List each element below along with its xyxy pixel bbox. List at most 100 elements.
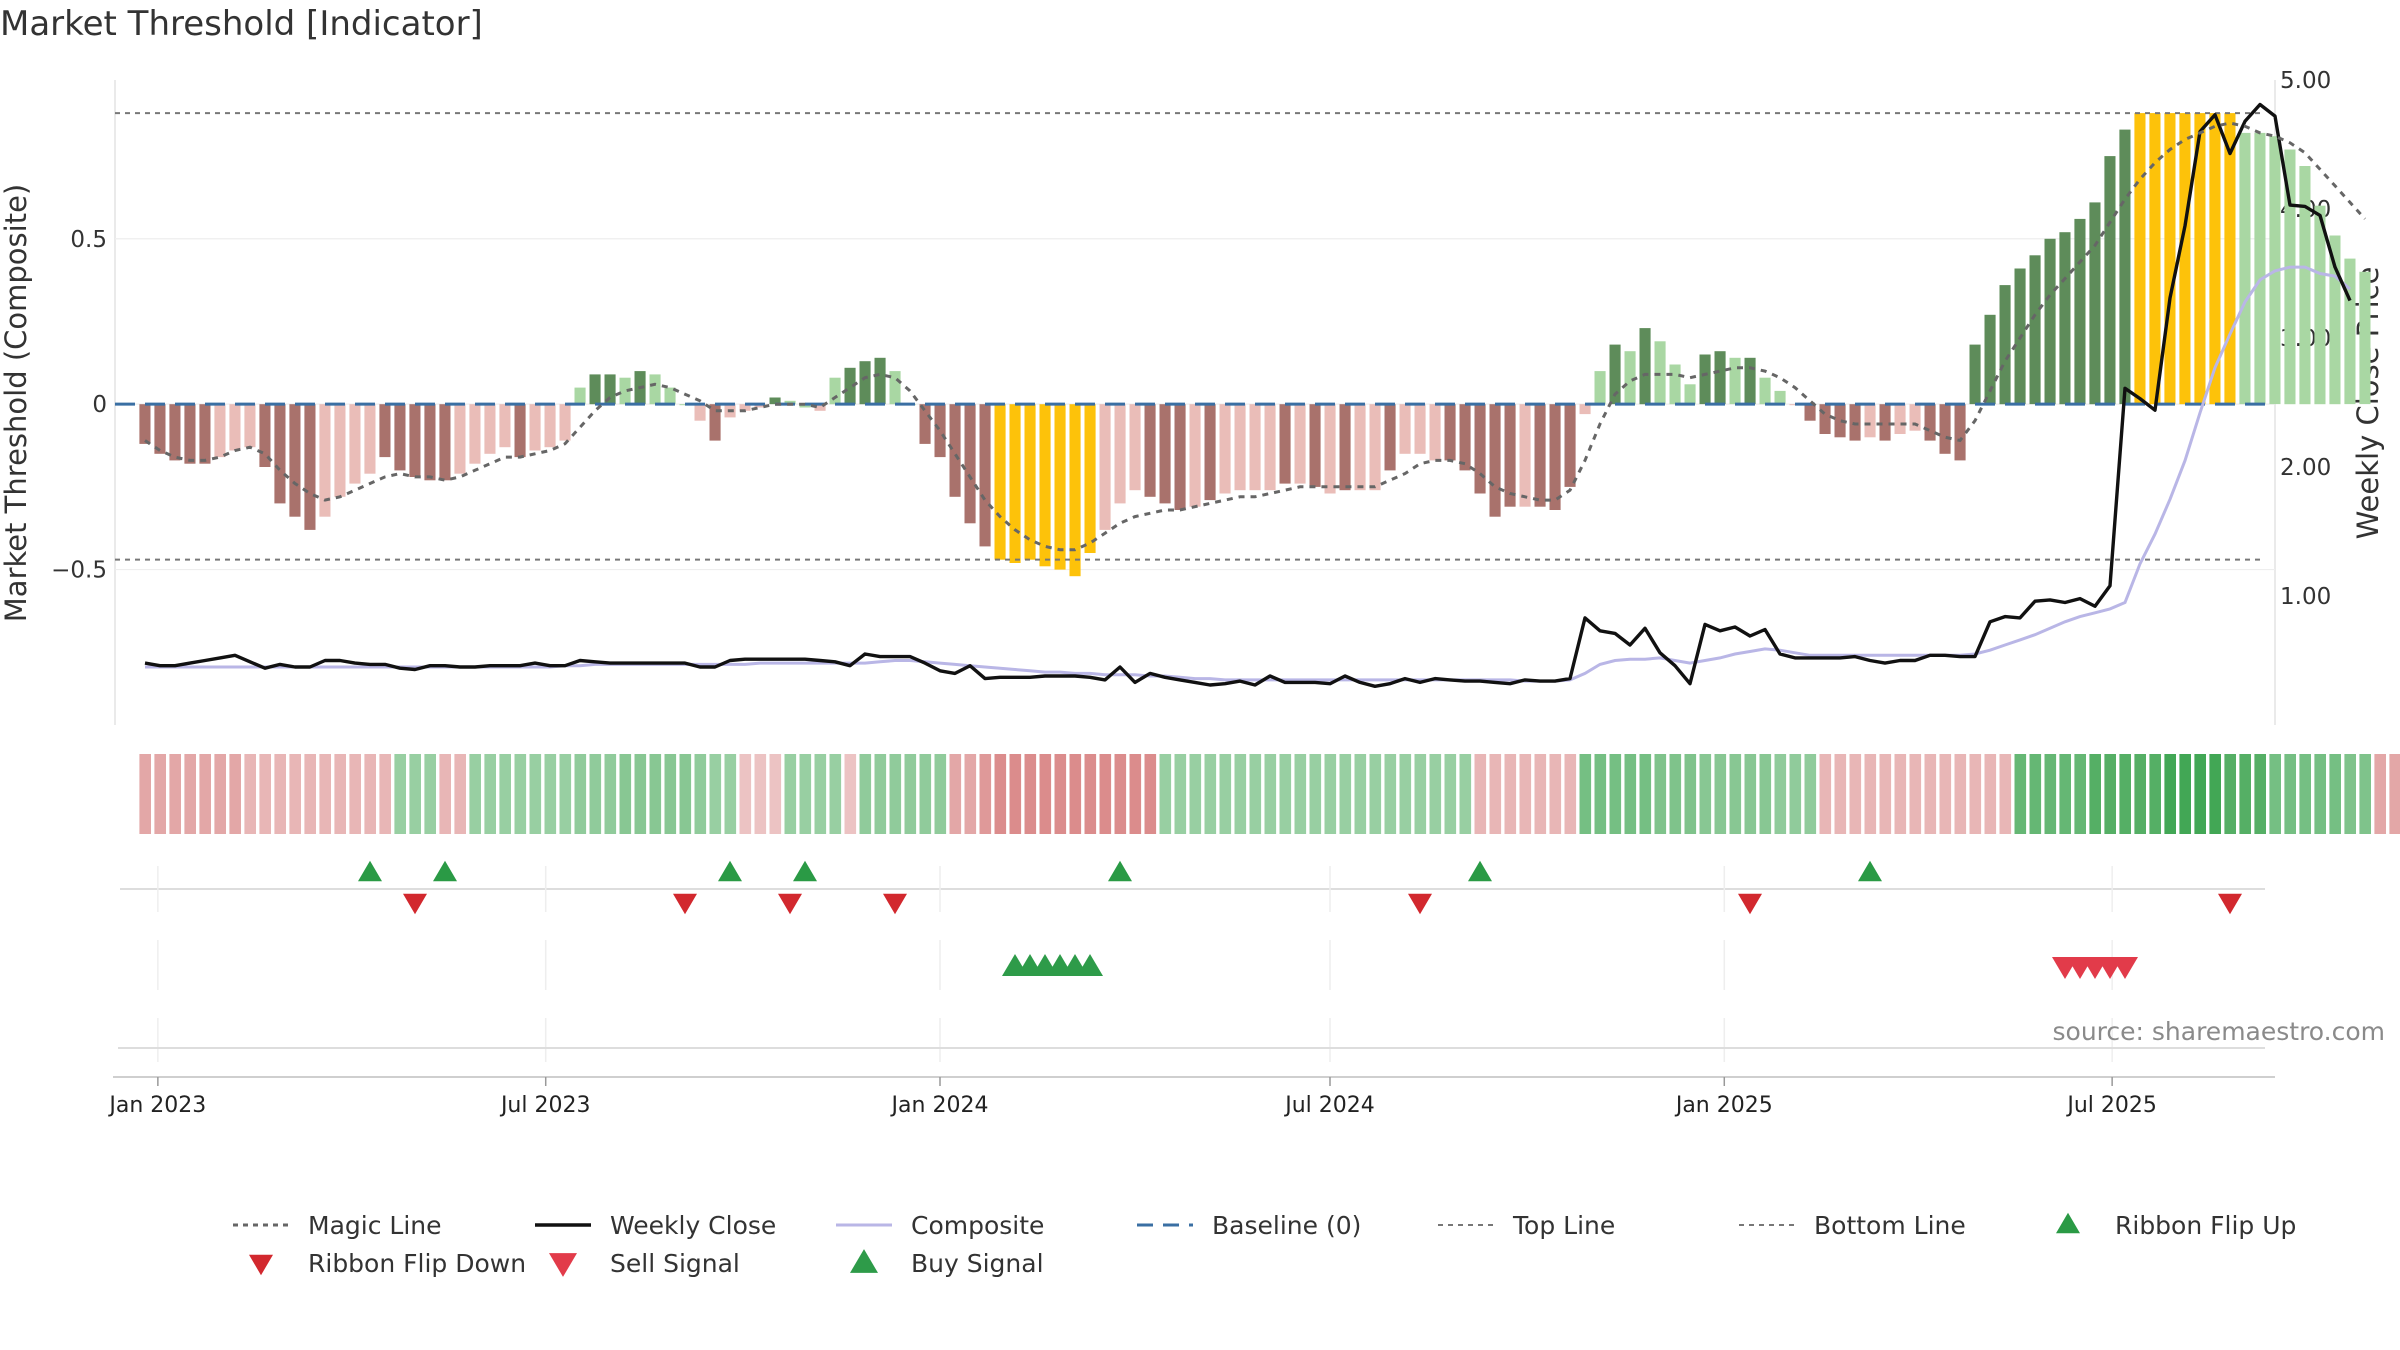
ribbon-cell [1849, 754, 1862, 834]
ribbon-cell [2359, 754, 2371, 834]
histogram-bar [2299, 166, 2311, 405]
histogram-bar [859, 361, 871, 405]
legend-item: Baseline (0) [1137, 1211, 1361, 1240]
ribbon-cell [1564, 754, 1577, 834]
histogram-bar [1639, 328, 1651, 405]
ribbon-cell [469, 754, 481, 834]
date-tick-label: Jul 2024 [1283, 1093, 1375, 1118]
histogram-bar [439, 404, 451, 481]
ribbon-cell [1684, 754, 1697, 834]
ribbon-flip-down-marker [673, 893, 697, 915]
histogram-bar [1504, 404, 1516, 507]
legend-label: Composite [911, 1211, 1044, 1240]
ribbon-cell [964, 754, 977, 834]
histogram-bar [994, 404, 1006, 560]
histogram-bar [1774, 390, 1786, 405]
ribbon-flip-up-marker [718, 860, 742, 882]
histogram-bar [2089, 202, 2101, 405]
ribbon-cell [634, 754, 647, 834]
ribbon-cell [2389, 754, 2400, 834]
histogram-bar [1474, 404, 1486, 494]
histogram-bar [1384, 404, 1396, 471]
histogram-bar [1969, 344, 1981, 405]
ribbon-cell [1339, 754, 1352, 834]
ribbon-cell [454, 754, 466, 834]
ribbon-cell [1174, 754, 1187, 834]
histogram-bar [2284, 149, 2296, 405]
histogram-bar [1369, 404, 1381, 491]
ribbon-cell [514, 754, 527, 834]
histogram-bar [1624, 351, 1636, 405]
histogram-bar [1324, 404, 1336, 494]
ribbon-flip-down-marker [403, 893, 427, 915]
histogram-bar [1444, 404, 1456, 461]
histogram-bar [1729, 357, 1741, 405]
ribbon-cell [169, 754, 181, 834]
histogram-bar [814, 404, 826, 411]
histogram-bar [514, 404, 526, 458]
legend-item: Composite [836, 1211, 1044, 1240]
left-axis-label: Market Threshold (Composite) [0, 184, 33, 622]
histogram-bar [2134, 113, 2146, 405]
histogram-bar [2239, 132, 2251, 405]
ribbon-cell [139, 754, 151, 834]
ribbon-cell [1324, 754, 1337, 834]
ribbon-cell [1834, 754, 1847, 834]
ribbon-cell [1639, 754, 1652, 834]
ribbon-cell [1939, 754, 1952, 834]
legend-item: Magic Line [233, 1211, 442, 1240]
ribbon-cell [2194, 754, 2206, 834]
histogram-bar [1879, 404, 1891, 441]
legend-label: Magic Line [308, 1211, 442, 1240]
ribbon-flip-up-marker [793, 860, 817, 882]
ribbon-cell [604, 754, 617, 834]
histogram-bar [139, 404, 151, 444]
ribbon-cell [199, 754, 211, 834]
histogram-bar [1024, 404, 1036, 560]
ribbon-cell [1144, 754, 1157, 834]
ribbon-cell [2329, 754, 2341, 834]
histogram-bar [1954, 404, 1966, 461]
ribbon-cell [784, 754, 797, 834]
histogram-bar [1309, 404, 1321, 487]
ribbon-cell [2059, 754, 2071, 834]
ribbon-cell [1609, 754, 1622, 834]
histogram-bar [1144, 404, 1156, 497]
ribbon-cell [1924, 754, 1937, 834]
ribbon-cell [1249, 754, 1262, 834]
histogram-bar [214, 404, 226, 458]
ribbon-cell [1774, 754, 1787, 834]
histogram-bar [1114, 404, 1126, 504]
histogram-bar [1534, 404, 1546, 507]
magic-line [144, 121, 2367, 552]
ribbon-cell [1384, 754, 1397, 834]
histogram-bar [874, 357, 886, 405]
left-tick-label: 0.5 [70, 227, 107, 253]
histogram-bar [1864, 404, 1876, 438]
ribbon-cell [1054, 754, 1067, 834]
ribbon-cell [1714, 754, 1727, 834]
histogram-bar [1939, 404, 1951, 454]
histogram-bar [1699, 354, 1711, 405]
histogram-bar [739, 404, 751, 411]
ribbon-cell [544, 754, 557, 834]
ribbon-cell [2029, 754, 2042, 834]
ribbon-cell [1894, 754, 1907, 834]
histogram-bar [1654, 341, 1666, 405]
ribbon-flip-down-marker [778, 893, 802, 915]
histogram-bar [1189, 404, 1201, 507]
ribbon-cell [259, 754, 271, 834]
ribbon-cell [2044, 754, 2057, 834]
histogram-bar [799, 404, 811, 408]
histogram-bar [574, 387, 586, 405]
histogram-bar [1744, 357, 1756, 405]
ribbon-cell [424, 754, 436, 834]
ribbon-cell [1699, 754, 1712, 834]
ribbon-cell [1024, 754, 1037, 834]
ribbon-cell [1279, 754, 1292, 834]
ribbon-cell [1549, 754, 1562, 834]
legend-item: Ribbon Flip Up [2056, 1211, 2296, 1240]
histogram-bar [2314, 205, 2326, 405]
histogram-bar [274, 404, 286, 504]
ribbon-cell [2269, 754, 2281, 834]
